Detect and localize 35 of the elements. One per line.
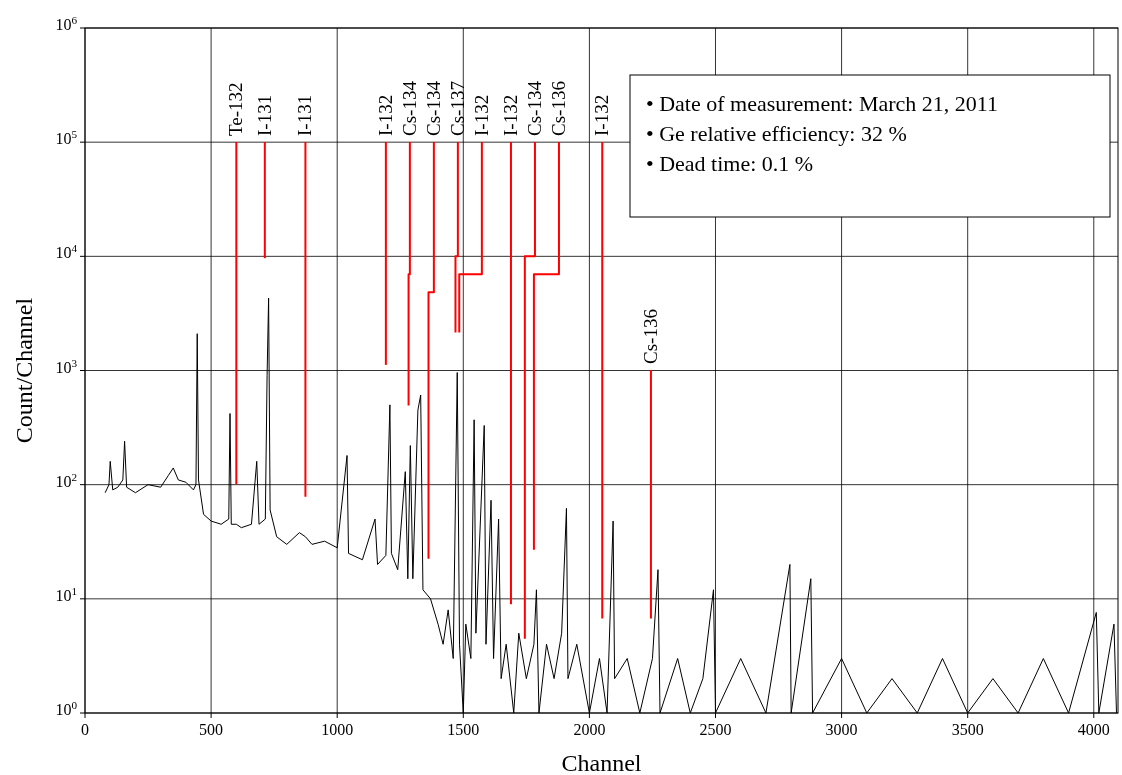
x-axis-title: Channel (561, 750, 642, 775)
x-tick-label: 1000 (321, 721, 354, 738)
annotation: I-132 (374, 94, 396, 136)
annotation: Te-132 (225, 82, 247, 136)
info-box: • Date of measurement: March 21, 2011 • Ge relative efficiency: 32 % • Dead time: 0.1 % (629, 74, 1111, 218)
x-tick-label: 4000 (1077, 721, 1110, 738)
annotation: Cs-136 (547, 81, 569, 136)
y-tick-label: 10$^{4}$ (55, 242, 78, 262)
y-tick-label: 10$^{0}$ (55, 699, 78, 718)
y-tick-label: 10$^{5}$ (55, 128, 78, 148)
y-tick-label: 10$^{3}$ (55, 356, 78, 376)
x-tick-label: 2000 (573, 721, 606, 738)
annotation: Cs-137 (446, 81, 468, 136)
annotation: Cs-136 (639, 309, 661, 364)
x-tick-label: 500 (199, 721, 224, 738)
y-tick-label: 10$^{6}$ (55, 14, 78, 33)
annotation: Cs-134 (422, 80, 444, 136)
annotation: • Date of measurement: March 21, 2011 (646, 91, 999, 116)
y-axis-title: Count/Channel (11, 297, 37, 444)
x-tick-label: 2500 (699, 721, 732, 738)
x-tick-label: 3500 (951, 721, 984, 738)
annotation: I-131 (253, 94, 275, 136)
annotation: I-132 (470, 94, 492, 136)
annotation: • Dead time: 0.1 % (646, 151, 814, 176)
x-tick-label: 1500 (447, 721, 480, 738)
annotation: I-132 (591, 94, 613, 136)
annotation: • Ge relative efficiency: 32 % (646, 121, 907, 146)
annotation: I-132 (499, 94, 521, 136)
annotation: I-131 (294, 94, 316, 136)
x-tick-label: 3000 (825, 721, 858, 738)
annotation: Cs-134 (523, 80, 545, 136)
y-tick-label: 10$^{2}$ (55, 470, 77, 490)
annotation: Cs-134 (398, 80, 420, 136)
x-tick-label: 0 (81, 721, 89, 738)
y-tick-label: 10$^{1}$ (55, 584, 77, 604)
